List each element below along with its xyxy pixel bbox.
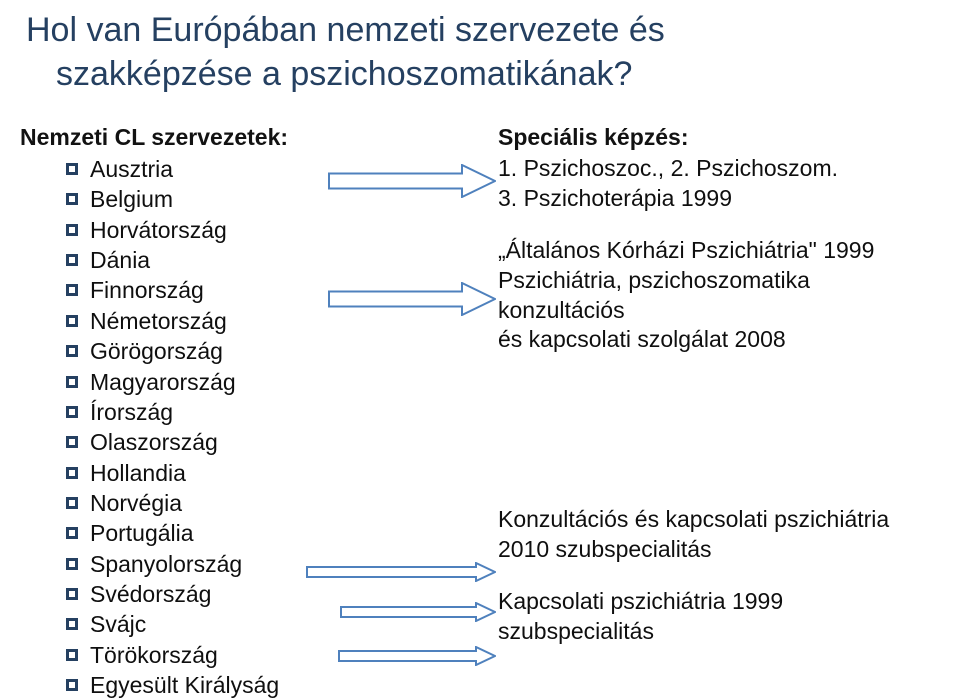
block3-line1: Konzultációs és kapcsolati pszichiátria [498, 505, 938, 535]
right-header: Speciális képzés: [498, 124, 938, 151]
arrow-icon [340, 602, 496, 622]
country-item: Dánia [20, 245, 400, 275]
slide-title: Hol van Európában nemzeti szervezete és … [26, 8, 934, 96]
country-item: Norvégia [20, 488, 400, 518]
block4-line1: Kapcsolati pszichiátria 1999 szubspecial… [498, 587, 938, 647]
arrow-icon [306, 562, 496, 582]
block1-line2: 3. Pszichoterápia 1999 [498, 184, 938, 214]
block3-line2: 2010 szubspecialitás [498, 535, 938, 565]
title-line-2: szakképzése a pszichoszomatikának? [26, 52, 934, 96]
gap-1 [498, 214, 938, 236]
country-item: Görögország [20, 336, 400, 366]
country-item: Hollandia [20, 458, 400, 488]
block1-line1: 1. Pszichoszoc., 2. Pszichoszom. [498, 154, 938, 184]
country-item: Portugália [20, 518, 400, 548]
country-item: Magyarország [20, 367, 400, 397]
arrow-icon [328, 282, 496, 316]
gap-3 [498, 565, 938, 587]
left-header: Nemzeti CL szervezetek: [20, 124, 400, 151]
country-item: Olaszország [20, 427, 400, 457]
arrow-icon [328, 164, 496, 198]
country-item: Horvátország [20, 215, 400, 245]
country-item: Írország [20, 397, 400, 427]
gap-2 [498, 355, 938, 505]
block2-line2: Pszichiátria, pszichoszomatika konzultác… [498, 266, 938, 326]
slide-root: Hol van Európában nemzeti szervezete és … [0, 0, 960, 682]
block2-line1: „Általános Kórházi Pszichiátria" 1999 [498, 236, 938, 266]
right-column: Speciális képzés: 1. Pszichoszoc., 2. Ps… [498, 124, 938, 647]
country-item: Egyesült Királyság [20, 670, 400, 700]
block2-line3: és kapcsolati szolgálat 2008 [498, 325, 938, 355]
title-line-1: Hol van Európában nemzeti szervezete és [26, 8, 934, 52]
arrow-icon [338, 646, 496, 666]
